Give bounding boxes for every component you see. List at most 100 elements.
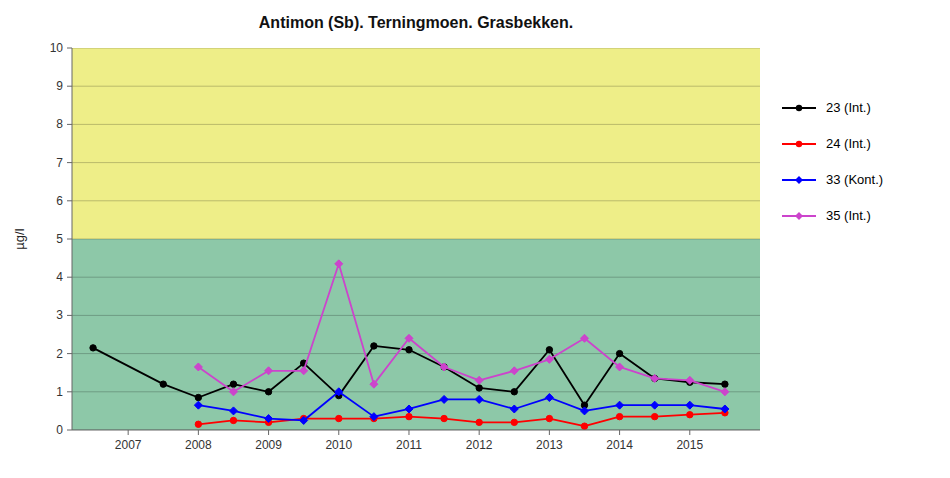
data-point — [686, 376, 694, 384]
x-tick — [619, 430, 620, 435]
data-point — [546, 347, 552, 353]
data-point — [335, 260, 343, 268]
data-point — [580, 334, 588, 342]
data-point — [195, 421, 201, 427]
data-point — [511, 389, 517, 395]
y-tick-label: 0 — [56, 423, 63, 437]
x-tick-label: 2012 — [466, 438, 493, 452]
y-tick-label: 2 — [56, 347, 63, 361]
y-tick — [67, 200, 72, 201]
chart: 2007200820092010201120122013201420150123… — [0, 0, 950, 478]
y-tick-label: 9 — [56, 79, 63, 93]
legend-label: 33 (Kont.) — [826, 172, 883, 187]
y-tick — [67, 430, 72, 431]
legend-item: 35 (Int.) — [782, 208, 871, 223]
y-tick-label: 6 — [56, 194, 63, 208]
data-point — [370, 380, 378, 388]
x-tick — [408, 430, 409, 435]
legend: 23 (Int.) 24 (Int.) 33 (Kont.) 35 (Int.) — [782, 100, 883, 223]
grid-line — [72, 48, 760, 49]
x-tick-label: 2009 — [255, 438, 282, 452]
x-tick-label: 2011 — [396, 438, 422, 452]
series-line — [93, 346, 725, 405]
x-tick-label: 2013 — [536, 438, 563, 452]
data-point — [336, 415, 342, 421]
data-point — [300, 416, 308, 424]
x-tick — [128, 430, 129, 435]
x-tick — [198, 430, 199, 435]
legend-item: 33 (Kont.) — [782, 172, 883, 187]
grid-line — [72, 430, 760, 431]
data-point — [616, 413, 622, 419]
data-point — [441, 364, 447, 370]
x-tick-label: 2015 — [676, 438, 703, 452]
grid-line — [72, 315, 760, 316]
x-tick — [338, 430, 339, 435]
grid-line — [72, 86, 760, 87]
data-point — [687, 412, 693, 418]
data-point — [300, 367, 308, 375]
data-point — [616, 350, 622, 356]
data-point — [475, 395, 483, 403]
y-tick-label: 1 — [56, 385, 63, 399]
x-tick-label: 2008 — [185, 438, 212, 452]
data-point — [651, 413, 657, 419]
data-point — [475, 376, 483, 384]
data-point — [370, 413, 378, 421]
data-point — [722, 381, 728, 387]
x-tick — [689, 430, 690, 435]
legend-swatch-marker — [795, 176, 803, 184]
x-tick — [549, 430, 550, 435]
data-point — [265, 389, 271, 395]
series-line — [198, 392, 725, 421]
grid-line — [72, 124, 760, 125]
data-point — [476, 419, 482, 425]
grid-line — [72, 391, 760, 392]
data-point — [545, 355, 553, 363]
data-point — [651, 401, 659, 409]
y-axis-label: µg/l — [12, 228, 27, 249]
data-point — [194, 363, 202, 371]
data-point — [721, 405, 729, 413]
data-point — [616, 363, 624, 371]
series — [194, 260, 729, 396]
data-point — [686, 401, 694, 409]
data-point — [616, 401, 624, 409]
y-tick-label: 3 — [56, 308, 63, 322]
data-point — [265, 415, 273, 423]
data-point — [581, 423, 587, 429]
y-tick — [67, 315, 72, 316]
data-point — [546, 415, 552, 421]
data-point — [406, 413, 412, 419]
legend-item: 24 (Int.) — [782, 136, 871, 151]
grid-line — [72, 200, 760, 201]
data-point — [230, 417, 236, 423]
y-tick — [67, 239, 72, 240]
y-tick-label: 8 — [56, 117, 63, 131]
legend-label: 23 (Int.) — [826, 100, 871, 115]
legend-label: 24 (Int.) — [826, 136, 871, 151]
chart-title: Antimon (Sb). Terningmoen. Grasbekken. — [259, 14, 573, 31]
y-tick-label: 7 — [56, 156, 63, 170]
x-tick — [479, 430, 480, 435]
y-tick — [67, 277, 72, 278]
x-tick — [268, 430, 269, 435]
y-tick-label: 10 — [50, 41, 64, 55]
plot-area — [72, 48, 760, 430]
data-point — [476, 385, 482, 391]
data-point — [265, 367, 273, 375]
grid-line — [72, 239, 760, 240]
data-point — [440, 395, 448, 403]
data-point — [229, 407, 237, 415]
y-tick-label: 5 — [56, 232, 63, 246]
series — [194, 388, 729, 425]
legend-swatch-marker — [795, 212, 803, 220]
series — [90, 343, 728, 409]
data-point — [90, 345, 96, 351]
data-point — [371, 343, 377, 349]
legend-swatch-marker — [796, 105, 802, 111]
x-axis-line — [72, 430, 760, 431]
legend-label: 35 (Int.) — [826, 208, 871, 223]
y-tick — [67, 86, 72, 87]
series-line — [198, 264, 725, 392]
